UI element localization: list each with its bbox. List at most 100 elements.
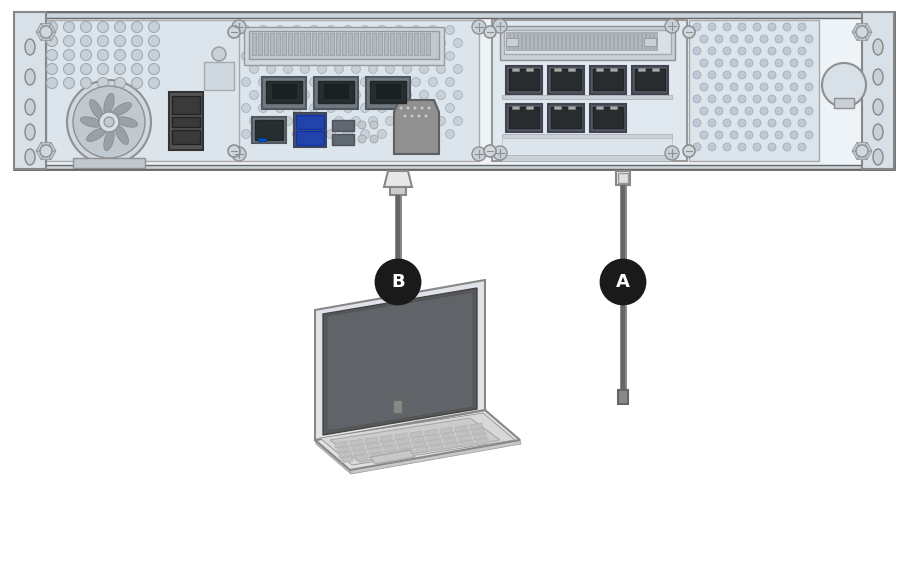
Bar xyxy=(546,32,549,50)
Circle shape xyxy=(369,64,378,74)
Bar xyxy=(586,32,589,50)
Circle shape xyxy=(768,23,776,31)
Circle shape xyxy=(149,63,160,75)
Circle shape xyxy=(73,86,145,158)
Circle shape xyxy=(738,143,746,151)
Bar xyxy=(378,33,382,55)
Bar xyxy=(360,33,364,55)
Bar xyxy=(506,104,542,132)
Polygon shape xyxy=(327,292,473,431)
Circle shape xyxy=(64,21,74,33)
Circle shape xyxy=(378,129,387,139)
Circle shape xyxy=(472,147,486,161)
Bar xyxy=(622,32,625,50)
Circle shape xyxy=(343,129,352,139)
Polygon shape xyxy=(36,24,46,32)
Circle shape xyxy=(378,104,387,113)
Bar xyxy=(538,32,541,50)
Polygon shape xyxy=(41,24,51,32)
Bar xyxy=(402,33,406,55)
Polygon shape xyxy=(470,423,482,430)
Bar xyxy=(534,32,537,50)
Bar xyxy=(618,265,628,279)
Circle shape xyxy=(723,23,731,31)
Bar xyxy=(414,33,418,55)
Circle shape xyxy=(411,129,420,139)
Polygon shape xyxy=(862,24,872,32)
Circle shape xyxy=(693,95,701,103)
Circle shape xyxy=(360,78,370,86)
Text: B: B xyxy=(391,273,405,291)
Bar xyxy=(318,33,322,55)
Bar xyxy=(393,260,403,274)
Circle shape xyxy=(798,47,806,55)
Bar xyxy=(509,69,539,90)
Circle shape xyxy=(484,26,496,38)
Circle shape xyxy=(700,131,708,139)
Bar xyxy=(384,33,388,55)
Circle shape xyxy=(730,59,738,67)
Circle shape xyxy=(394,25,403,34)
Polygon shape xyxy=(857,24,867,32)
Circle shape xyxy=(351,90,360,99)
Circle shape xyxy=(46,63,57,75)
Circle shape xyxy=(437,117,446,125)
Ellipse shape xyxy=(25,124,35,140)
Circle shape xyxy=(351,64,360,74)
Bar xyxy=(650,32,653,50)
Circle shape xyxy=(283,90,292,99)
Circle shape xyxy=(760,35,768,43)
Ellipse shape xyxy=(25,149,35,165)
Circle shape xyxy=(97,49,108,60)
Circle shape xyxy=(228,26,240,38)
Circle shape xyxy=(738,23,746,31)
Circle shape xyxy=(783,119,791,127)
Circle shape xyxy=(790,83,798,91)
Polygon shape xyxy=(416,446,428,453)
Polygon shape xyxy=(852,143,862,151)
Circle shape xyxy=(715,35,723,43)
Circle shape xyxy=(327,25,335,34)
Circle shape xyxy=(437,64,446,74)
Polygon shape xyxy=(442,432,454,439)
Ellipse shape xyxy=(90,99,103,119)
Circle shape xyxy=(114,21,125,33)
Ellipse shape xyxy=(25,99,35,115)
Circle shape xyxy=(242,25,251,34)
Circle shape xyxy=(745,59,753,67)
Circle shape xyxy=(228,145,240,157)
Polygon shape xyxy=(320,413,515,465)
Circle shape xyxy=(104,117,114,127)
Circle shape xyxy=(292,52,301,60)
Circle shape xyxy=(723,71,731,79)
Circle shape xyxy=(484,145,496,157)
Circle shape xyxy=(723,47,731,55)
Circle shape xyxy=(292,78,301,86)
Polygon shape xyxy=(412,436,424,443)
Circle shape xyxy=(327,78,335,86)
Circle shape xyxy=(402,117,411,125)
Bar xyxy=(252,117,286,143)
Bar xyxy=(526,32,529,50)
Polygon shape xyxy=(472,428,484,435)
Circle shape xyxy=(693,143,701,151)
Bar xyxy=(590,32,593,50)
Circle shape xyxy=(708,95,716,103)
Circle shape xyxy=(413,106,417,110)
Polygon shape xyxy=(444,437,456,444)
Polygon shape xyxy=(384,171,412,187)
Circle shape xyxy=(700,83,708,91)
Circle shape xyxy=(81,63,92,75)
Bar xyxy=(593,69,623,90)
Bar xyxy=(582,32,585,50)
Circle shape xyxy=(427,106,431,110)
Circle shape xyxy=(419,39,429,48)
Circle shape xyxy=(334,64,343,74)
Polygon shape xyxy=(41,32,51,41)
Bar xyxy=(390,33,394,55)
Circle shape xyxy=(327,129,335,139)
Circle shape xyxy=(149,21,160,33)
Circle shape xyxy=(429,129,438,139)
Polygon shape xyxy=(410,431,422,438)
Circle shape xyxy=(386,39,394,48)
